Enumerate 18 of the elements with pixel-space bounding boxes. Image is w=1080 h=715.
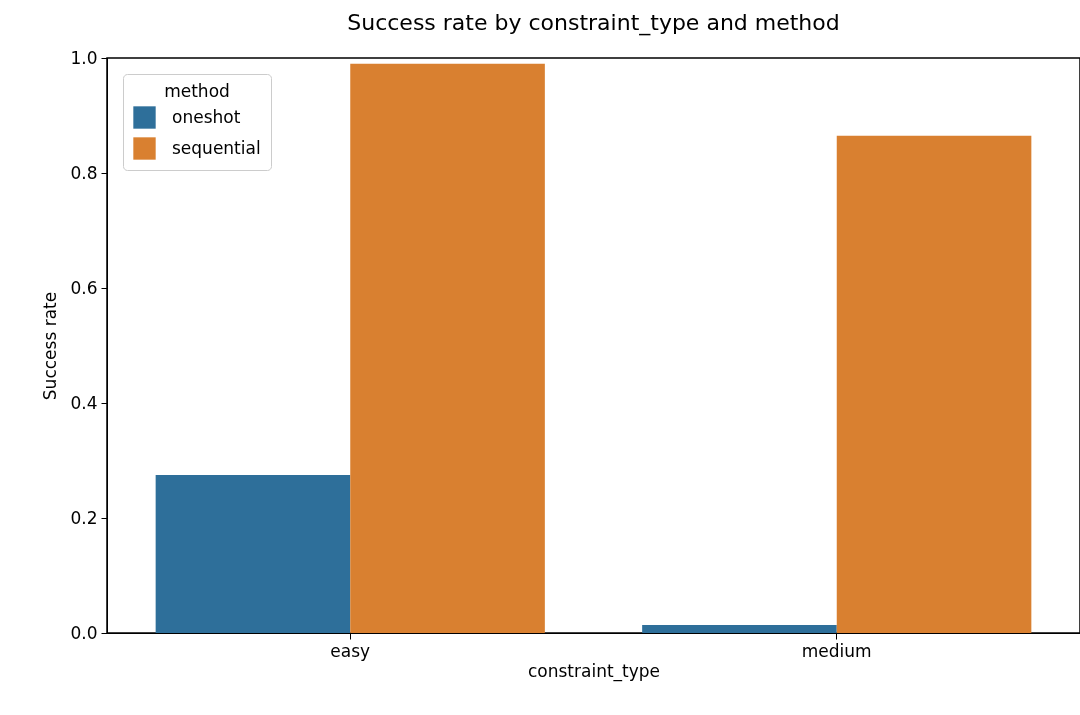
- legend-label: sequential: [172, 137, 261, 158]
- y-axis-title: Success rate: [40, 291, 61, 401]
- bar: [350, 63, 545, 633]
- legend-title: method: [164, 81, 230, 101]
- bar: [836, 135, 1032, 633]
- bar: [155, 474, 351, 633]
- chart-title: Success rate by constraint_type and method: [347, 10, 840, 36]
- x-tick-label: easy: [330, 640, 371, 661]
- x-axis-title: constraint_type: [527, 660, 661, 682]
- x-tick-label: medium: [801, 640, 872, 661]
- legend-label: oneshot: [172, 106, 241, 127]
- y-tick-label: 0.2: [70, 507, 98, 528]
- y-tick-label: 1.0: [70, 47, 98, 68]
- y-tick-label: 0.8: [70, 162, 98, 183]
- y-tick-label: 0.4: [70, 392, 98, 413]
- y-tick-label: 0.6: [70, 277, 98, 298]
- y-tick-label: 0.0: [70, 622, 98, 643]
- bar: [642, 624, 837, 633]
